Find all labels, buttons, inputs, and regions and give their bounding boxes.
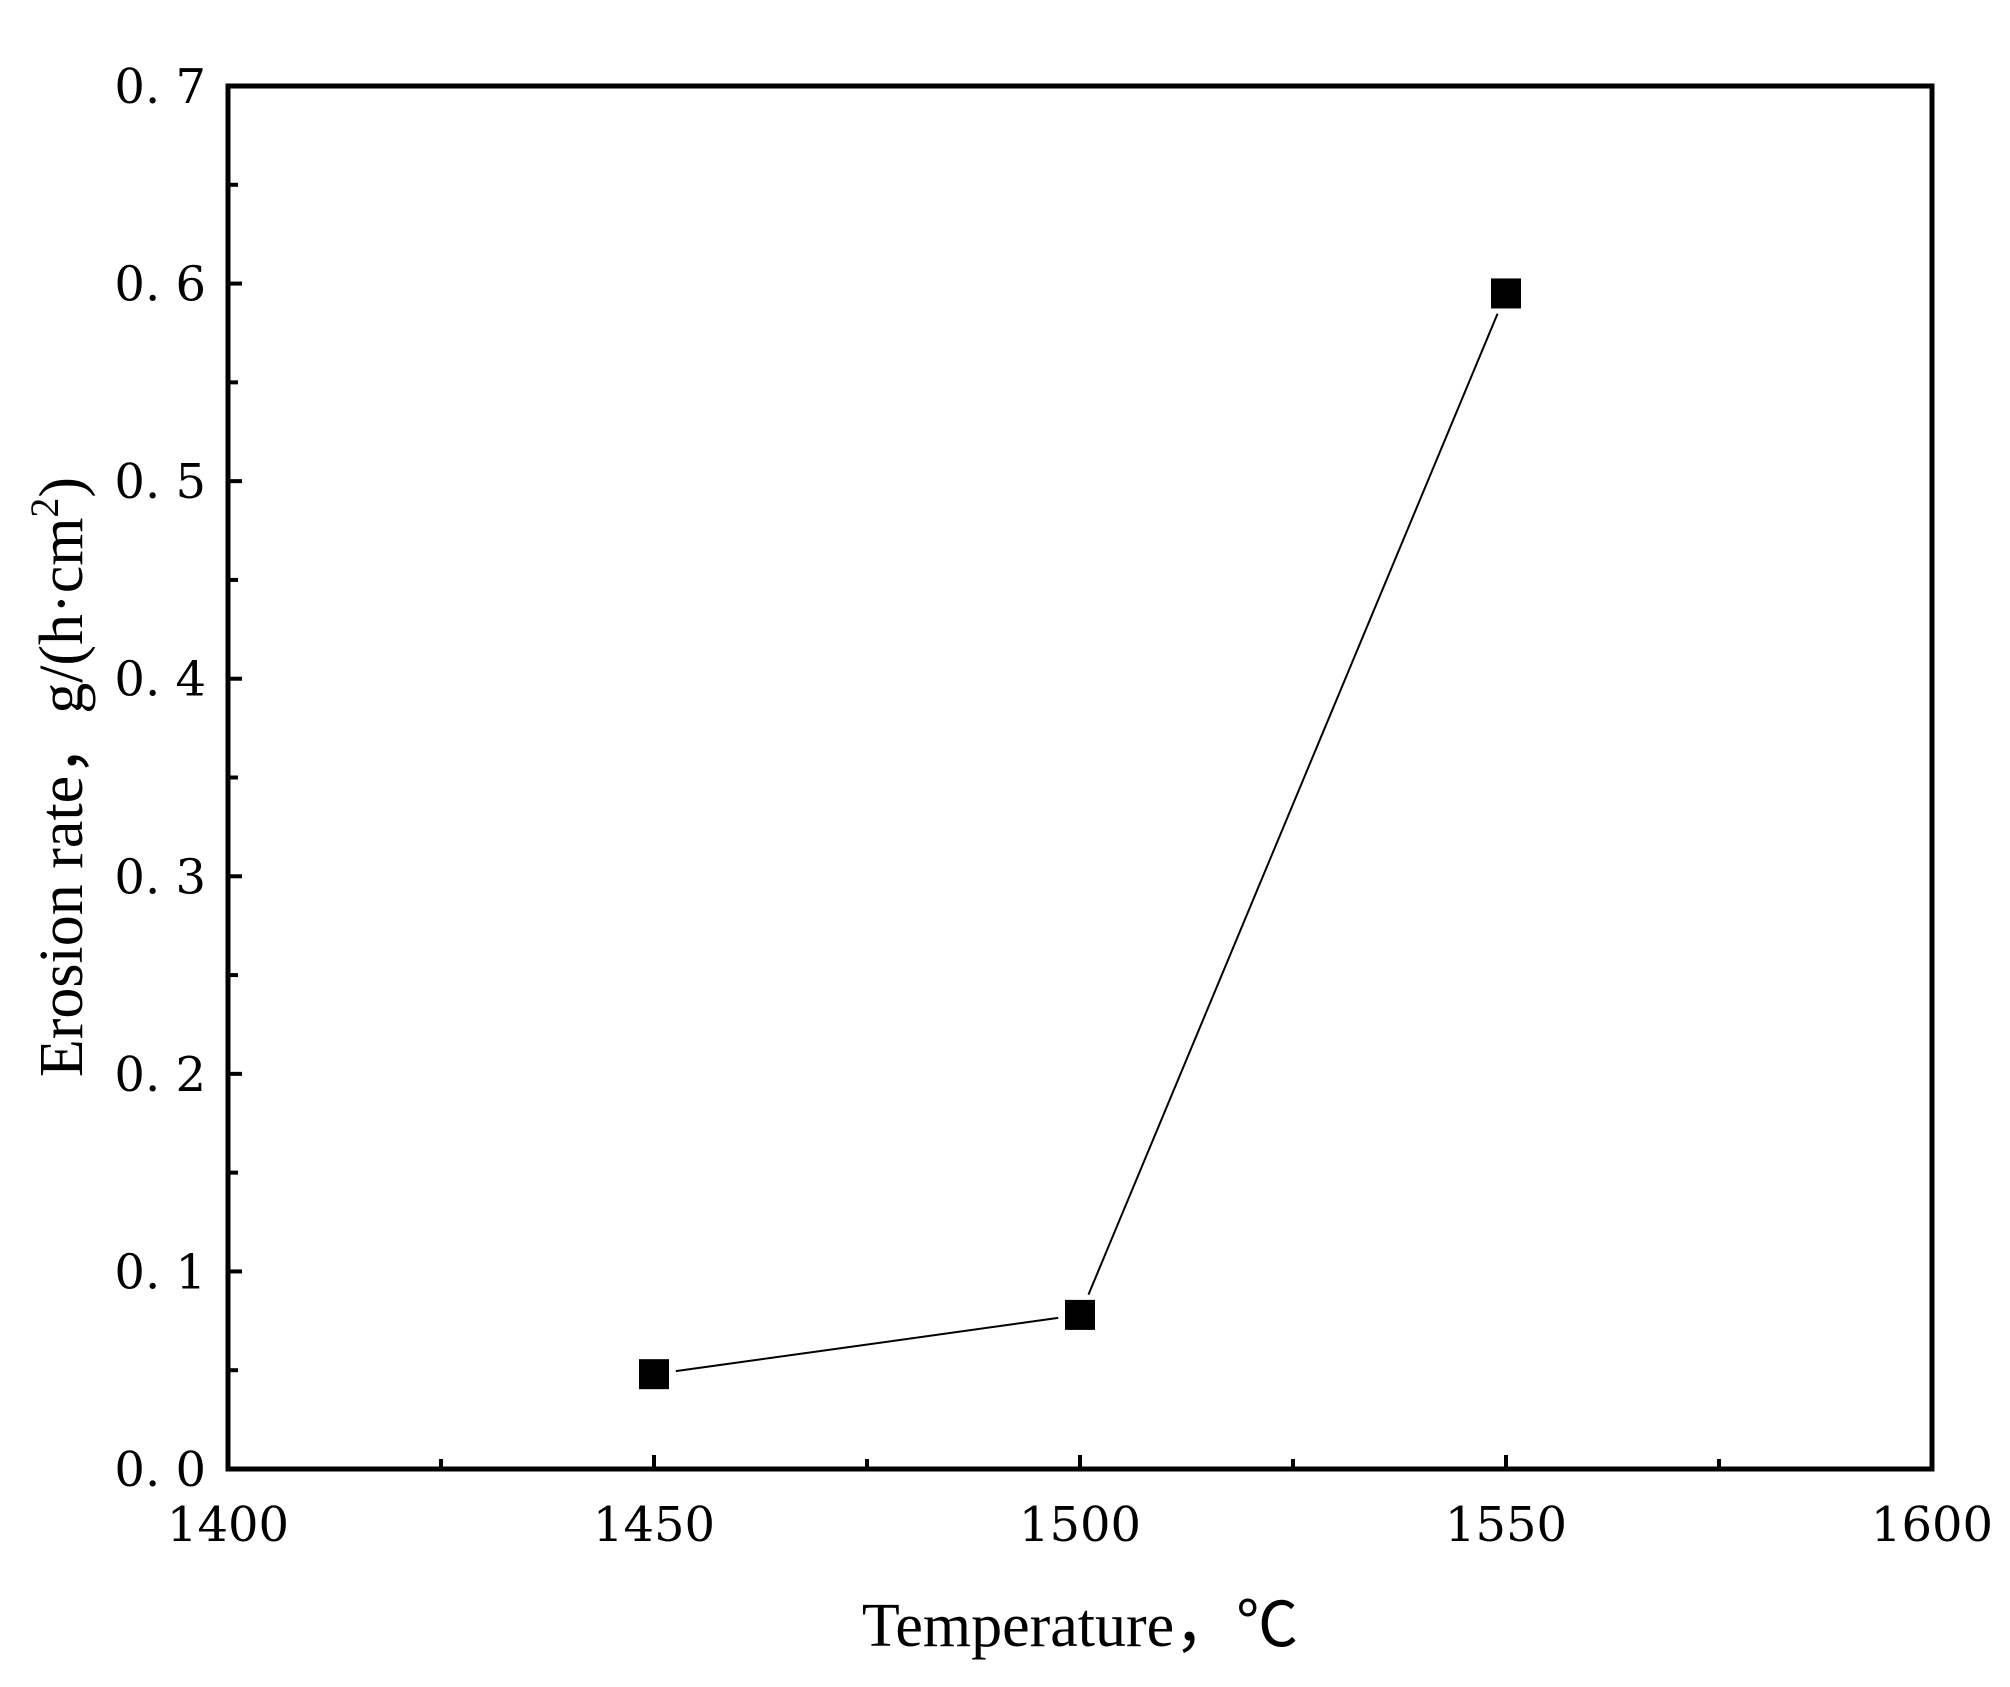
- plot-frame: [225, 83, 1935, 1472]
- data-point-marker: [639, 1359, 669, 1390]
- data-point-marker: [1065, 1299, 1095, 1330]
- series-layer: [639, 278, 1521, 1390]
- series-line-segment: [675, 1316, 1059, 1373]
- y-axis-title-close: ): [28, 477, 96, 498]
- y-tick-label: 0. 0: [114, 1442, 206, 1498]
- y-axis-title-main: Erosion rate，g/(h·cm: [28, 518, 96, 1078]
- y-tick-label: 0. 5: [114, 454, 206, 510]
- y-tick-label: 0. 6: [114, 257, 206, 313]
- y-axis-title: Erosion rate，g/(h·cm2): [22, 477, 96, 1077]
- y-tick-label: 0. 2: [114, 1047, 206, 1103]
- x-tick-label: 1450: [593, 1497, 715, 1553]
- y-tick-label: 0. 1: [114, 1244, 206, 1300]
- tick-labels-layer: 1400 1450 1500 1550 1600 0. 0 0. 1 0. 2 0. 3 0. 4…: [114, 59, 1993, 1553]
- y-tick-label: 0. 7: [114, 59, 206, 115]
- y-tick-label: 0. 3: [114, 849, 206, 905]
- y-tick-label: 0. 4: [114, 652, 206, 708]
- x-axis-title: Temperature，℃: [862, 1592, 1298, 1660]
- ticks-layer: [226, 84, 1934, 1471]
- x-tick-label: 1600: [1871, 1497, 1993, 1553]
- data-point-marker: [1491, 278, 1521, 309]
- x-tick-label: 1500: [1019, 1497, 1141, 1553]
- x-tick-label: 1550: [1445, 1497, 1567, 1553]
- y-axis-title-superscript: 2: [22, 498, 67, 518]
- x-tick-label: 1400: [167, 1497, 289, 1553]
- series-line-segment: [1087, 313, 1499, 1295]
